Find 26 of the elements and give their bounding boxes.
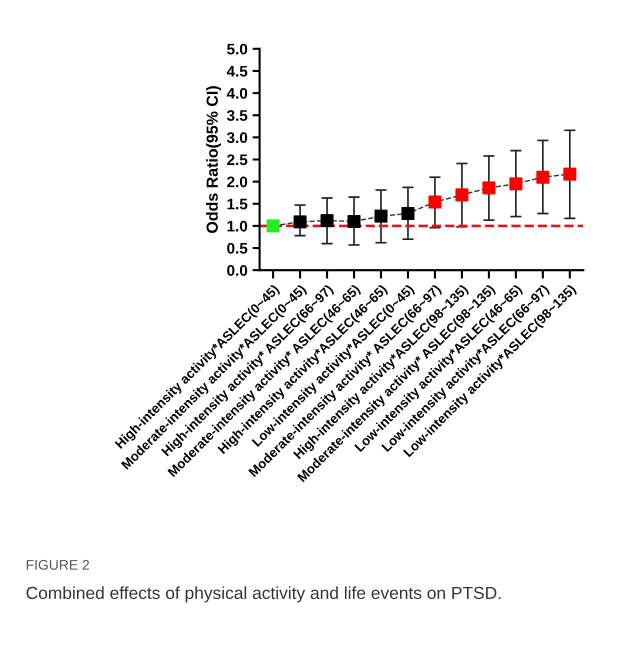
y-tick-label: 0.0 [227,265,248,276]
y-tick-label: 3.5 [226,110,248,121]
text: Combined effects of physical activity and life events on PTSD. [26,586,500,603]
y-tick-label: 4.5 [226,66,248,77]
point [266,219,280,232]
y-tick-label: 1.0 [228,220,248,232]
y-tick-label: 2.5 [227,154,248,166]
y-tick-label: 1.5 [228,198,248,210]
y-tick-label: 3.0 [226,132,248,144]
point [428,195,442,208]
point [536,170,550,184]
point [482,181,496,194]
point [563,168,576,181]
y-tick-label: 0.5 [227,242,248,254]
point [348,214,361,228]
y-tick-label: 4.0 [226,88,248,99]
point [294,215,307,228]
y-tick-label: 5.0 [227,44,248,55]
point [320,214,334,228]
caption: FIGURE 2 [26,560,89,570]
point [509,177,522,190]
point [374,210,388,223]
y-tick-label: 2.0 [227,176,248,188]
point [455,188,468,202]
point [401,206,414,220]
y-axis-title: Odds Ratio(95% CI) [206,86,222,233]
